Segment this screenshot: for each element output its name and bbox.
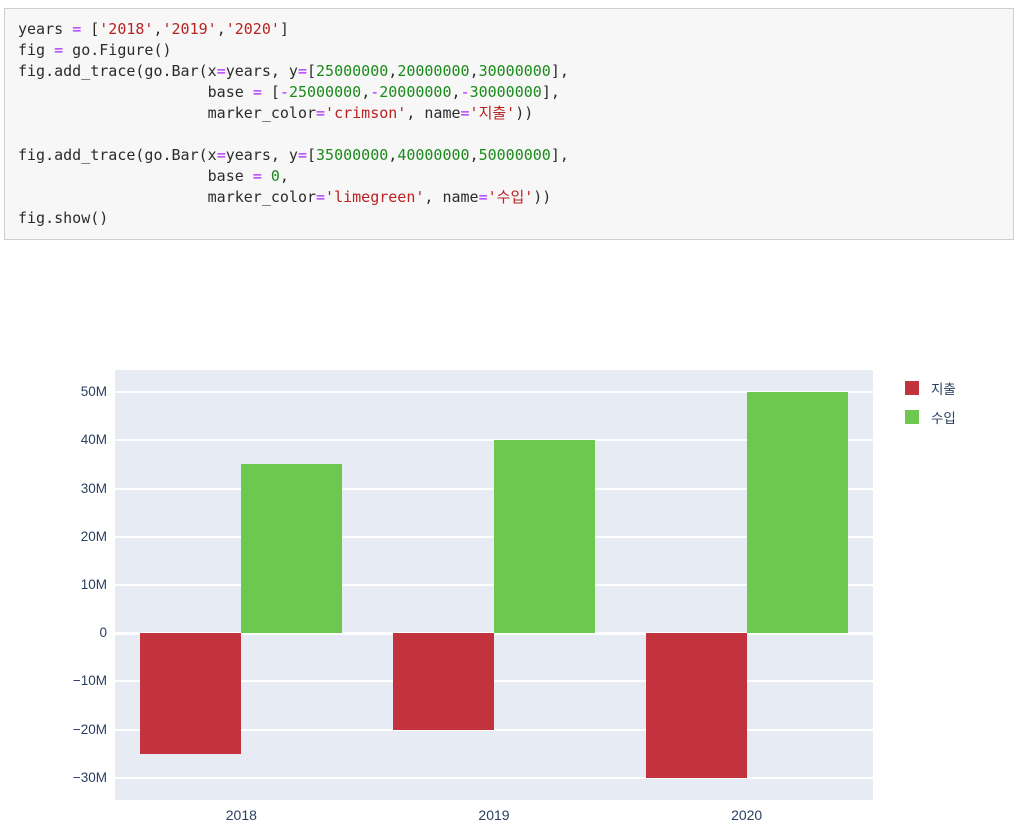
legend-label: 수입	[931, 411, 956, 426]
code-line: fig.add_trace(go.Bar(x=years, y=[2500000…	[18, 62, 569, 80]
y-tick-label: 50M	[80, 384, 107, 400]
legend-item-지출[interactable]: 지출	[905, 378, 956, 398]
code-line: years = ['2018','2019','2020']	[18, 20, 289, 38]
x-tick-label: 2018	[225, 807, 257, 823]
gridline	[115, 391, 873, 394]
y-tick-label: −30M	[72, 769, 107, 785]
code-line: fig = go.Figure()	[18, 41, 172, 59]
bar-수입-2020	[746, 392, 848, 634]
code-line: marker_color='limegreen', name='수입'))	[18, 188, 552, 206]
legend-swatch-icon	[905, 381, 919, 395]
code-line: fig.show()	[18, 209, 109, 227]
bar-지출-2019	[392, 633, 494, 730]
code-line: fig.add_trace(go.Bar(x=years, y=[3500000…	[18, 146, 569, 164]
x-tick-label: 2019	[478, 807, 510, 823]
gridline	[115, 680, 873, 683]
y-tick-label: 40M	[80, 432, 107, 448]
code-line	[18, 124, 1000, 145]
x-tick-label: 2020	[731, 807, 763, 823]
gridline	[115, 776, 873, 779]
y-tick-label: 20M	[80, 528, 107, 544]
y-tick-label: 0	[99, 625, 107, 641]
bar-수입-2018	[241, 464, 343, 634]
legend-swatch-icon	[905, 410, 919, 424]
plot-area[interactable]	[115, 370, 873, 800]
y-tick-label: 10M	[80, 577, 107, 592]
code-line: marker_color='crimson', name='지출'))	[18, 104, 534, 122]
code-line: base = [-25000000,-20000000,-30000000],	[18, 83, 560, 101]
zero-line	[115, 631, 873, 635]
gridline	[115, 728, 873, 731]
code-line: base = 0,	[18, 167, 289, 185]
y-tick-label: −20M	[72, 721, 107, 737]
bar-수입-2019	[494, 440, 596, 634]
legend-item-수입[interactable]: 수입	[905, 407, 956, 427]
y-tick-label: −10M	[72, 673, 107, 689]
y-tick-label: 30M	[80, 480, 107, 496]
bar-지출-2020	[645, 633, 747, 778]
legend-label: 지출	[931, 382, 956, 397]
code-cell[interactable]: years = ['2018','2019','2020'] fig = go.F…	[4, 8, 1014, 240]
bar-지출-2018	[140, 633, 242, 754]
